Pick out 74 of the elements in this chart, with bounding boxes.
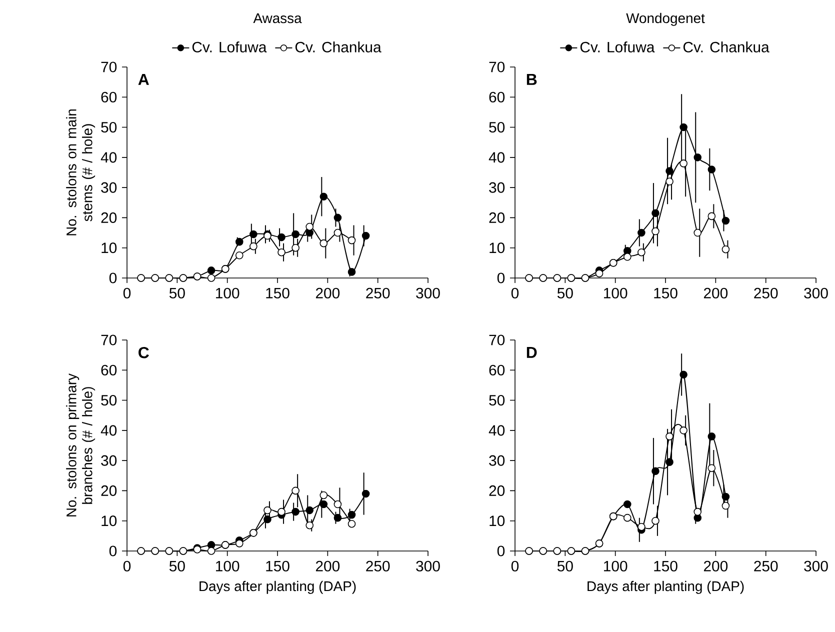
x-tick-label: 300 <box>804 560 828 572</box>
x-tick-label: 100 <box>604 288 628 298</box>
y-tick-label: 40 <box>488 425 505 436</box>
y-tick-label: 30 <box>489 455 505 466</box>
y-tick-label: 0 <box>497 272 505 284</box>
y-tick-label: 0 <box>109 546 117 556</box>
x-tick-label: 250 <box>754 288 778 298</box>
annotation: C <box>138 346 149 358</box>
y-tick-label: 40 <box>488 152 505 163</box>
x-tick-label: 250 <box>754 560 778 572</box>
x-tick-label: 150 <box>266 560 290 572</box>
x-tick-label: 300 <box>804 288 828 298</box>
x-tick-label: 200 <box>316 560 340 572</box>
y-tick-label: 60 <box>101 92 117 102</box>
y-tick-label: 10 <box>490 242 505 254</box>
y-tick-label: 50 <box>101 394 117 406</box>
y-tick-label: 70 <box>101 62 117 72</box>
y-tick-label: 50 <box>101 122 117 133</box>
y-tick-label: 20 <box>101 485 117 496</box>
y-tick-label: 70 <box>489 62 505 72</box>
y-tick-label: 10 <box>490 516 505 526</box>
x-tick-label: 0 <box>511 560 519 572</box>
annotation: D <box>526 346 537 358</box>
x-tick-label: 250 <box>366 560 390 572</box>
x-tick-label: 200 <box>704 560 728 572</box>
y-tick-label: 60 <box>489 92 505 102</box>
y-tick-label: 70 <box>489 334 505 346</box>
y-tick-label: 40 <box>100 425 117 436</box>
y-tick-label: 20 <box>101 212 117 223</box>
y-tick-label: 30 <box>101 182 117 193</box>
y-tick-label: 10 <box>102 242 117 254</box>
x-tick-label: 50 <box>557 560 573 572</box>
y-axis-title: No. stolons on primary branches (# / hole) <box>66 373 96 516</box>
x-tick-label: 200 <box>316 288 340 298</box>
y-tick-label: 60 <box>101 364 117 376</box>
x-tick-label: 150 <box>266 288 290 298</box>
x-tick-label: 150 <box>654 560 678 572</box>
y-tick-label: 50 <box>489 394 505 406</box>
y-tick-label: 60 <box>489 364 505 376</box>
legend-label: Cv. Lofuwa <box>580 41 655 52</box>
y-axis-title: No. stolons on main stems (# / hole) <box>66 109 96 236</box>
y-tick-label: 10 <box>102 516 117 526</box>
y-tick-label: 70 <box>101 334 117 346</box>
x-tick-label: 0 <box>123 288 131 298</box>
x-tick-label: 50 <box>169 288 185 298</box>
x-tick-label: 50 <box>169 560 185 572</box>
annotation: B <box>526 74 537 85</box>
y-tick-label: 50 <box>489 122 505 133</box>
y-tick-label: 0 <box>109 272 117 284</box>
x-tick-label: 200 <box>704 288 728 298</box>
x-tick-label: 100 <box>604 560 628 572</box>
legend-label: Cv. Chankua <box>683 41 770 52</box>
x-tick-label: 250 <box>366 288 390 298</box>
x-axis-title: Days after planting (DAP) <box>588 580 744 594</box>
x-tick-label: 0 <box>123 560 131 572</box>
y-tick-label: 20 <box>489 485 505 496</box>
legend-label: Cv. Chankua <box>295 41 382 52</box>
y-tick-label: 20 <box>489 212 505 223</box>
x-tick-label: 0 <box>511 288 519 298</box>
legend-label: Cv. Lofuwa <box>192 41 267 52</box>
chart-title: Awassa <box>253 13 302 24</box>
y-tick-label: 40 <box>100 152 117 163</box>
x-axis-title: Days after planting (DAP) <box>200 580 356 594</box>
x-tick-label: 150 <box>654 288 678 298</box>
y-tick-label: 30 <box>489 182 505 193</box>
chart-title: Wondogenet <box>626 12 705 26</box>
y-tick-label: 0 <box>497 546 505 556</box>
x-tick-label: 100 <box>216 560 240 572</box>
x-tick-label: 100 <box>216 288 240 298</box>
x-tick-label: 50 <box>557 288 573 298</box>
annotation: A <box>138 74 149 85</box>
x-tick-label: 300 <box>416 560 440 572</box>
x-tick-label: 300 <box>416 288 440 298</box>
y-tick-label: 30 <box>101 455 117 466</box>
